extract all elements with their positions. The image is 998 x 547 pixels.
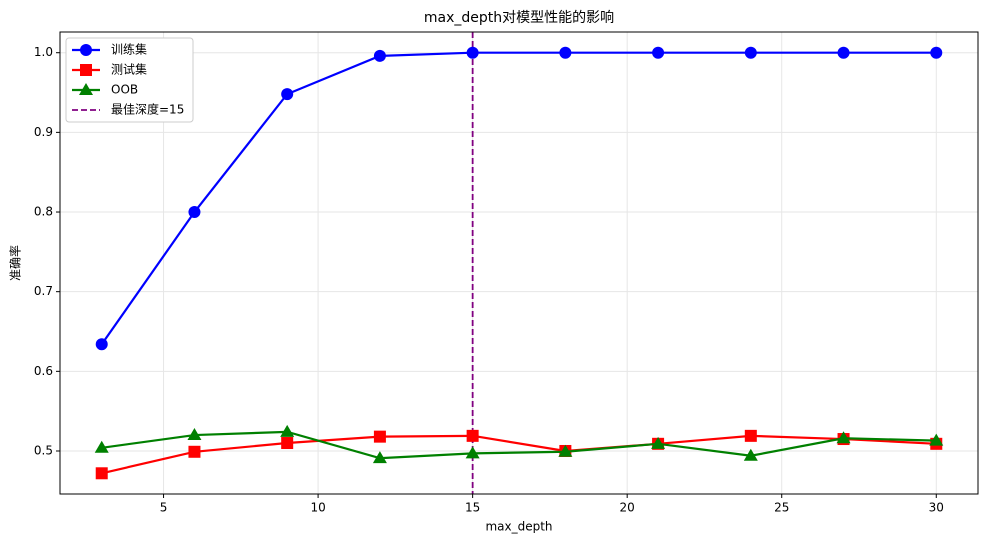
marker: [558, 444, 573, 457]
marker: [79, 83, 93, 95]
marker: [95, 338, 108, 351]
marker: [930, 46, 943, 59]
x-tick-label: 5: [160, 501, 168, 515]
y-tick-label: 0.7: [34, 284, 53, 298]
legend-label: OOB: [111, 83, 138, 97]
x-tick-label: 20: [620, 501, 635, 515]
legend-label: 最佳深度=15: [111, 102, 184, 117]
chart-title: max_depth对模型性能的影响: [424, 10, 614, 26]
series-line: [100, 51, 937, 345]
legend-label: 训练集: [111, 42, 147, 57]
marker: [466, 46, 479, 59]
plot-frame: [59, 31, 979, 495]
marker: [280, 424, 295, 437]
y-tick-label: 0.5: [34, 443, 53, 457]
marker: [281, 437, 294, 450]
x-axis-label: max_depth: [485, 520, 552, 534]
marker: [837, 46, 850, 59]
marker: [744, 429, 757, 442]
marker: [744, 46, 757, 59]
legend-box: [65, 37, 194, 123]
marker: [373, 49, 386, 62]
marker: [651, 436, 666, 449]
x-tick-label: 10: [310, 501, 325, 515]
marker: [466, 429, 479, 442]
marker: [465, 446, 480, 459]
y-tick-label: 0.9: [34, 125, 53, 139]
marker: [836, 431, 851, 444]
y-tick-label: 1.0: [34, 45, 53, 59]
marker: [80, 64, 92, 76]
x-tick-label: 30: [929, 501, 944, 515]
marker: [373, 430, 386, 443]
marker: [188, 445, 201, 458]
x-tick-label: 15: [465, 501, 480, 515]
marker: [187, 428, 202, 441]
marker: [929, 433, 944, 446]
marker: [372, 451, 387, 464]
y-tick-label: 0.8: [34, 205, 53, 219]
marker: [281, 88, 294, 101]
series-line: [101, 434, 937, 475]
y-axis-label: 准确率: [8, 245, 23, 281]
legend-label: 测试集: [111, 62, 147, 77]
marker: [94, 440, 109, 453]
marker: [188, 206, 201, 219]
marker: [95, 467, 108, 480]
marker: [743, 448, 758, 461]
x-tick-label: 25: [774, 501, 789, 515]
series-line: [101, 430, 937, 460]
marker: [80, 44, 92, 56]
y-tick-label: 0.6: [34, 364, 53, 378]
marker: [559, 46, 572, 59]
marker: [652, 46, 665, 59]
